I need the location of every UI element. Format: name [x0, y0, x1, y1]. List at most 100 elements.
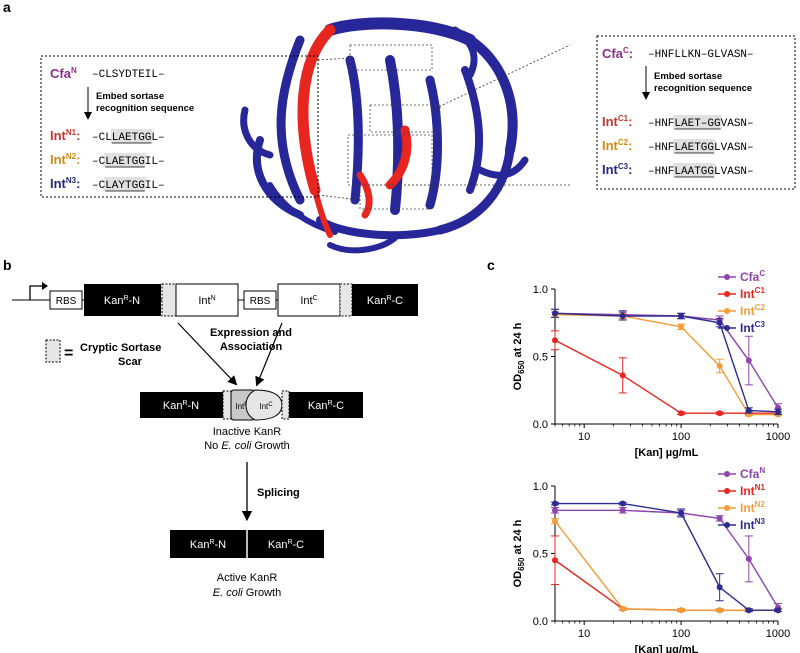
- active-kan-c-block: [248, 530, 324, 558]
- top-chart-x-tick-label: 1000: [766, 431, 790, 443]
- int-n-label: IntN: [198, 295, 215, 307]
- bottom-chart-legend-label: IntN2: [740, 500, 765, 515]
- active-junction: [246, 530, 248, 558]
- left-highlight: [110, 129, 153, 143]
- scar-legend: = Cryptic Sortase Scar: [45, 339, 161, 368]
- top-chart-data-point: [552, 337, 558, 344]
- expression-step: Expression and Association: [177, 322, 292, 387]
- top-chart-data-point: [745, 407, 752, 414]
- bottom-chart-x-tick-label: 1000: [766, 628, 790, 640]
- top-chart-legend-label: CfaC: [740, 269, 765, 284]
- panel-c-label: c: [487, 257, 495, 273]
- left-row-label: IntN1:: [50, 128, 80, 143]
- bottom-chart-series-line: [555, 509, 779, 608]
- top-chart-legend-marker: [724, 325, 730, 331]
- active-kan-c-label: KanR-C: [268, 539, 304, 551]
- gene-construct: RBS KanR-N IntN RBS IntC KanR-C: [12, 282, 418, 317]
- top-chart-y-label: OD650 at 24 h: [512, 322, 526, 390]
- top-chart-series-line: [554, 312, 779, 413]
- left-box-border: [40, 55, 319, 198]
- right-header-label: CfaC:: [602, 46, 633, 61]
- top-chart-x-tick-label: 10: [578, 431, 590, 443]
- int-n-block: [175, 283, 239, 317]
- bottom-chart-data-point: [716, 515, 723, 522]
- bottom-chart-data-point: [745, 555, 752, 562]
- int-c-block: [277, 283, 341, 317]
- bottom-chart-data-point: [552, 500, 558, 507]
- bottom-chart-x-tick-label: 100: [672, 628, 690, 640]
- top-chart-legend-label: IntC3: [740, 320, 765, 335]
- promoter-arrow-icon: [42, 282, 48, 290]
- bottom-chart-data-point: [716, 607, 723, 614]
- bottom-chart-data-point: [619, 500, 626, 507]
- left-highlight: [104, 177, 146, 191]
- top-chart-data-point: [619, 313, 626, 319]
- right-rows: IntC1: –HNFLAET–GGVASN– IntC2: –HNFLAETGGLV…: [602, 114, 754, 178]
- inactive-kan-n-label: KanR-N: [163, 400, 199, 412]
- rbs-2-label: RBS: [250, 296, 271, 307]
- chart-bottom: 0.0 0.5 1.0 10 100 1000 [Kan] µg/mL OD650 at 24…: [512, 466, 790, 653]
- left-seq: –CLLAETGGL–: [92, 132, 165, 144]
- kan-c-block: [352, 284, 418, 316]
- right-row-label: IntC3:: [602, 162, 632, 177]
- bottom-chart-legend-marker: [724, 522, 730, 528]
- bottom-chart-data-point: [619, 605, 626, 612]
- scar-legend-swatch: [45, 339, 61, 363]
- inactive-complex: KanR-N IntN IntC KanR-C Inactive KanR No…: [140, 389, 363, 452]
- inactive-label-1: Inactive KanR: [213, 426, 282, 438]
- bottom-chart-series-line: [554, 559, 778, 611]
- top-chart-series-line: [554, 312, 779, 409]
- bottom-chart-data-point: [678, 510, 685, 516]
- bottom-chart-y-tick-label: 0.0: [533, 616, 548, 628]
- left-arrow-text-2: recognition sequence: [96, 103, 194, 114]
- top-chart-x-label: [Kan] µg/mL: [635, 447, 699, 459]
- scar-2-block: [339, 283, 353, 317]
- active-kan-n-label: KanR-N: [190, 539, 226, 551]
- top-chart-legend-marker: [724, 291, 730, 297]
- chart-top: 0.0 0.5 1.0 10 100 1000 [Kan] µg/mL OD650 at 24…: [512, 269, 790, 459]
- scar-legend-text-1: Cryptic Sortase: [80, 342, 161, 354]
- left-sequence-box: CfaN –CLSYDTEIL– Embed sortase recogniti…: [40, 55, 319, 198]
- inactive-kan-n-block: [140, 392, 223, 418]
- top-chart-data-point: [678, 313, 685, 319]
- right-highlight: [673, 115, 722, 129]
- kan-c-label: KanR-C: [367, 295, 403, 307]
- scar-legend-text-2: Scar: [118, 356, 143, 368]
- bottom-chart-data-point: [552, 557, 558, 564]
- bottom-chart-y-tick-label: 0.5: [533, 549, 548, 561]
- top-chart-x-tick-label: 100: [672, 431, 690, 443]
- inactive-label-2: No E. coli Growth: [204, 440, 290, 452]
- scar-1-block: [161, 283, 177, 317]
- top-chart-data-point: [745, 357, 752, 364]
- right-arrow-text-1: Embed sortase: [654, 71, 722, 82]
- bottom-chart-data-point: [745, 607, 752, 614]
- bottom-chart-series-line: [555, 502, 778, 611]
- kan-n-block: [84, 284, 161, 316]
- inactive-kan-c-block: [289, 392, 363, 418]
- active-label-2: E. coli Growth: [213, 587, 281, 599]
- int-c-label: IntC: [300, 295, 317, 307]
- top-chart-series-line: [554, 339, 778, 414]
- active-product: KanR-N KanR-C Active KanR E. coli Growth: [170, 530, 324, 599]
- top-chart-data-point: [678, 410, 685, 417]
- bottom-chart-data-point: [619, 507, 626, 514]
- expression-arrow-left: [177, 322, 238, 386]
- kan-n-label: KanR-N: [104, 295, 140, 307]
- right-box-border: [596, 35, 796, 190]
- top-chart-y-tick-label: 0.5: [533, 352, 548, 364]
- right-seq: –HNFLAATGGLVASN–: [648, 166, 754, 178]
- top-chart-data-point: [552, 310, 558, 317]
- bottom-chart-data-point: [716, 584, 723, 591]
- expression-text-2: Association: [220, 341, 283, 353]
- right-header-seq: –HNFLLKN–GLVASN–: [648, 49, 754, 61]
- panel-a-label: a: [3, 0, 11, 15]
- top-chart-legend-marker: [724, 308, 730, 314]
- bottom-chart-data-point: [552, 518, 558, 525]
- bottom-chart-y-tick-label: 1.0: [533, 481, 548, 493]
- top-chart-data-point: [716, 319, 723, 326]
- right-row-label: IntC2:: [602, 138, 632, 153]
- bottom-chart-x-label: [Kan] µg/mL: [635, 644, 699, 653]
- bottom-chart-legend-marker: [724, 505, 730, 511]
- rbs-2-box: [243, 290, 277, 310]
- active-label-1: Active KanR: [217, 572, 278, 584]
